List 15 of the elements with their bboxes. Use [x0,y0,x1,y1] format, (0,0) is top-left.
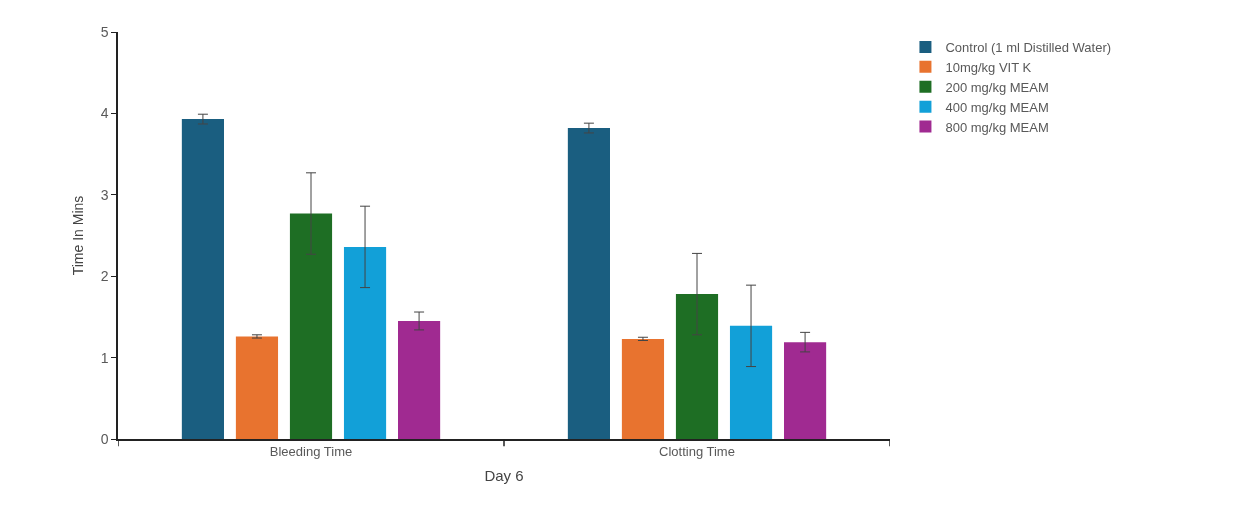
y-axis-title: Time In Mins [69,195,86,276]
y-tick-label: 3 [100,186,109,203]
y-tick-label: 4 [100,105,109,122]
x-tick-label: Clotting Time [659,444,735,460]
legend-label: 10mg/kg VIT K [945,59,1032,75]
x-axis-title: Day 6 [484,466,524,484]
legend-label: 800 mg/kg MEAM [945,119,1049,135]
y-tick-label: 1 [100,349,109,366]
x-tick-label: Bleeding Time [269,444,353,460]
legend-label: 200 mg/kg MEAM [945,79,1049,95]
y-tick-label: 2 [100,268,109,285]
y-tick-label: 5 [100,23,109,40]
legend-label: Control (1 ml Distilled Water) [945,40,1112,56]
legend-label: 400 mg/kg MEAM [945,99,1049,115]
y-tick-label: 0 [100,430,109,447]
